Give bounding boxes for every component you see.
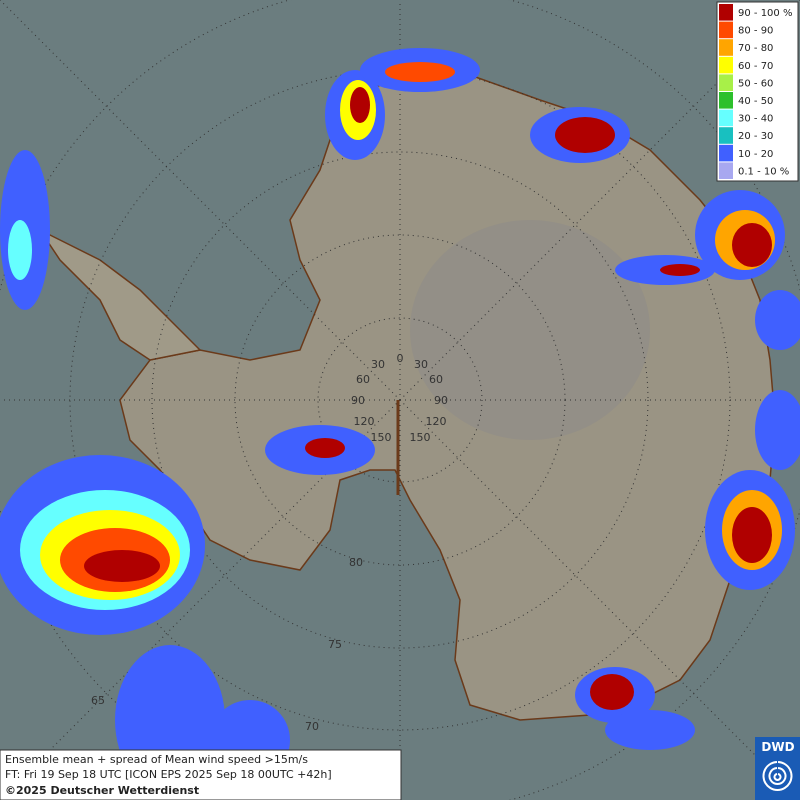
legend-swatch xyxy=(719,109,733,127)
info-line: Ensemble mean + spread of Mean wind spee… xyxy=(5,753,308,766)
legend: 90 - 100 % 80 - 90 70 - 80 60 - 70 50 - 60 40… xyxy=(716,1,799,182)
legend-label: 40 - 50 xyxy=(738,96,773,107)
legend-label: 20 - 30 xyxy=(738,131,773,142)
legend-label: 90 - 100 % xyxy=(738,8,792,19)
legend-label: 60 - 70 xyxy=(738,61,773,72)
longitude-label: 60 xyxy=(356,373,370,386)
longitude-label: 0 xyxy=(397,352,404,365)
plateau xyxy=(410,220,650,440)
legend-label: 30 - 40 xyxy=(738,114,773,125)
longitude-label: 150 xyxy=(410,431,431,444)
legend-swatch xyxy=(719,74,733,91)
legend-swatch xyxy=(719,56,733,74)
info-line: ©2025 Deutscher Wetterdienst xyxy=(5,784,199,797)
legend-swatch xyxy=(719,127,733,144)
longitude-label: 90 xyxy=(351,394,365,407)
wind-areas xyxy=(0,48,800,795)
legend-label: 70 - 80 xyxy=(738,43,773,54)
legend-label: 80 - 90 xyxy=(738,26,773,37)
legend-label: 0.1 - 10 % xyxy=(738,166,789,177)
longitude-label: 120 xyxy=(354,415,375,428)
legend-label: 10 - 20 xyxy=(738,149,773,160)
logo-swirl xyxy=(762,761,793,791)
legend-swatch xyxy=(719,162,733,179)
latitude-label: 65 xyxy=(91,694,105,707)
legend-swatch xyxy=(719,39,733,56)
longitude-label: 120 xyxy=(426,415,447,428)
legend-swatch xyxy=(719,92,733,109)
legend-swatch xyxy=(719,21,733,39)
longitude-label: 30 xyxy=(414,358,428,371)
info-line: FT: Fri 19 Sep 18 UTC [ICON EPS 2025 Sep… xyxy=(5,768,332,781)
latitude-label: 80 xyxy=(349,556,363,569)
latitude-label: 70 xyxy=(305,720,319,733)
legend-swatch xyxy=(719,144,733,162)
longitude-label: 30 xyxy=(371,358,385,371)
longitude-label: 90 xyxy=(434,394,448,407)
latitude-label: 75 xyxy=(328,638,342,651)
legend-swatch xyxy=(719,4,733,21)
legend-label: 50 - 60 xyxy=(738,78,773,89)
logo-text: DWD xyxy=(761,740,794,754)
longitude-label: 60 xyxy=(429,373,443,386)
longitude-label: 150 xyxy=(371,431,392,444)
